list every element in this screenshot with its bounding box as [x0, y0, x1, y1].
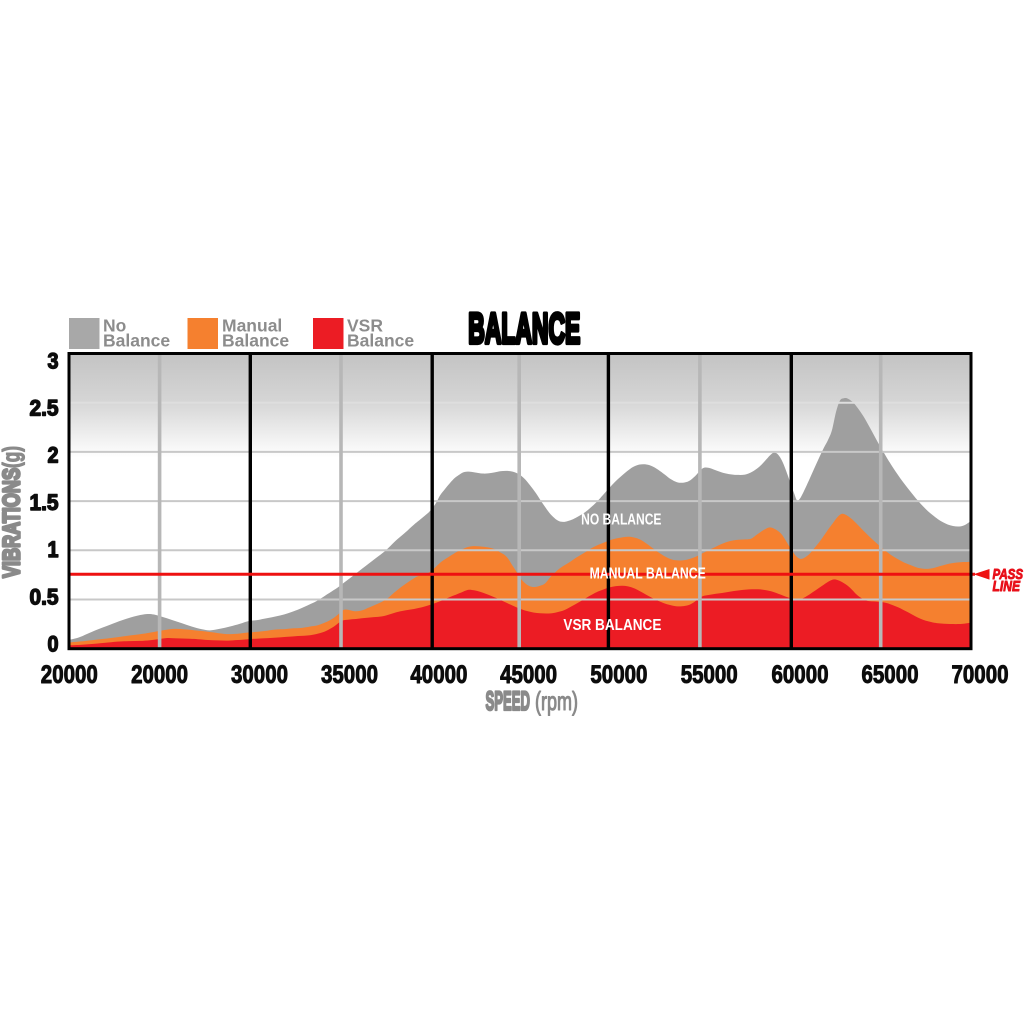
- svg-text:PASS: PASS: [993, 566, 1024, 583]
- svg-text:30000: 30000: [231, 661, 288, 689]
- svg-text:0.5: 0.5: [30, 584, 59, 609]
- svg-text:NO BALANCE: NO BALANCE: [581, 512, 661, 529]
- svg-text:2: 2: [48, 443, 59, 468]
- svg-text:VSR: VSR: [347, 316, 383, 336]
- svg-text:0: 0: [48, 632, 59, 657]
- svg-text:20000: 20000: [41, 661, 98, 689]
- svg-text:Balance: Balance: [103, 331, 170, 351]
- svg-text:20000: 20000: [131, 661, 188, 689]
- svg-text:3: 3: [48, 348, 59, 373]
- svg-text:LINE: LINE: [993, 578, 1021, 595]
- svg-text:VIBRATIONS(g): VIBRATIONS(g): [0, 446, 26, 578]
- svg-text:(rpm): (rpm): [535, 686, 578, 716]
- svg-text:SPEED: SPEED: [486, 686, 531, 716]
- svg-text:65000: 65000: [862, 661, 919, 689]
- svg-text:50000: 50000: [590, 661, 647, 689]
- svg-text:60000: 60000: [772, 661, 829, 689]
- svg-text:1: 1: [48, 537, 59, 562]
- svg-text:Manual: Manual: [222, 316, 282, 336]
- svg-text:70000: 70000: [952, 661, 1009, 689]
- svg-text:Balance: Balance: [347, 331, 414, 351]
- svg-text:1.5: 1.5: [30, 490, 59, 515]
- svg-text:45000: 45000: [500, 661, 557, 689]
- svg-text:No: No: [103, 316, 126, 336]
- svg-text:35000: 35000: [321, 661, 378, 689]
- svg-text:VSR BALANCE: VSR BALANCE: [563, 617, 661, 634]
- svg-text:Balance: Balance: [222, 331, 289, 351]
- svg-text:BALANCE: BALANCE: [468, 306, 580, 353]
- svg-text:MANUAL BALANCE: MANUAL BALANCE: [590, 565, 706, 582]
- svg-text:55000: 55000: [681, 661, 738, 689]
- svg-text:2.5: 2.5: [30, 396, 59, 421]
- svg-text:40000: 40000: [410, 661, 467, 689]
